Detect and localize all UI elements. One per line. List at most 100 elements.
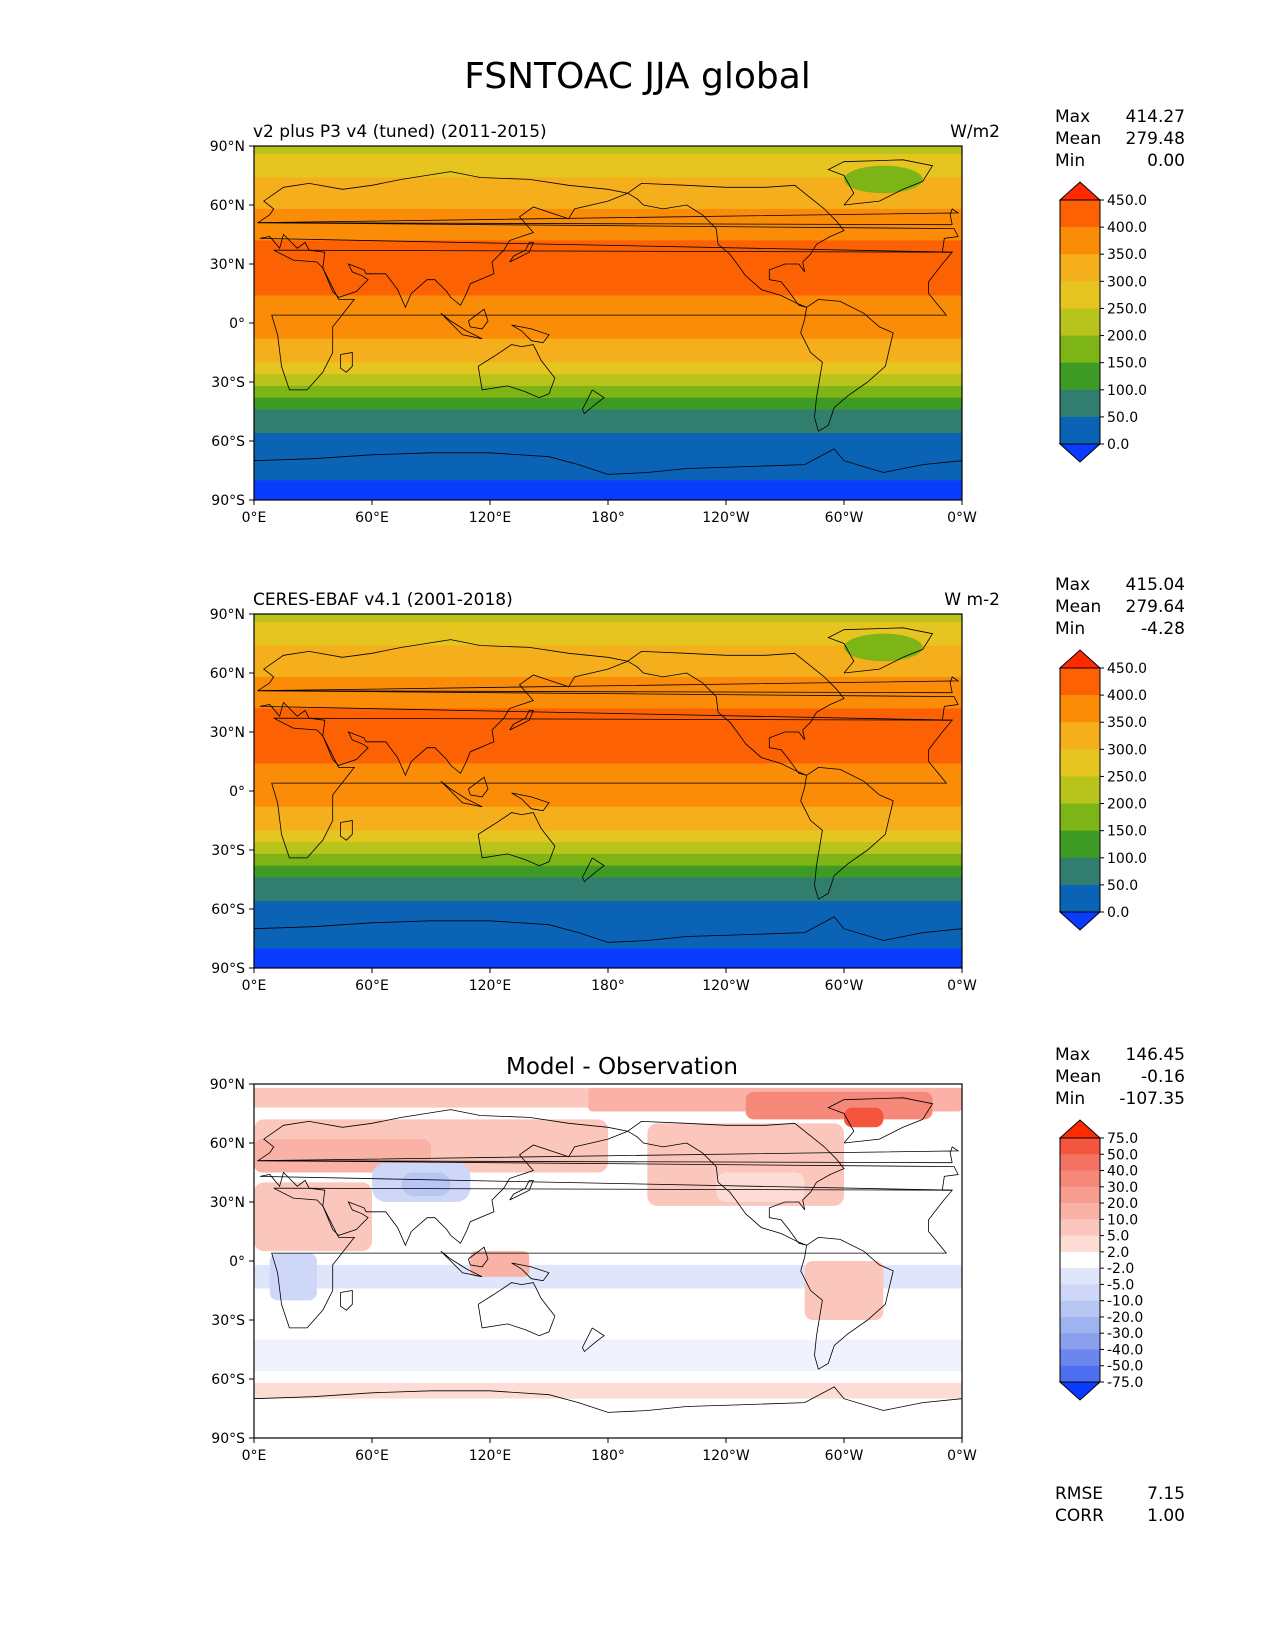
coastline (827, 1097, 934, 1144)
lat-band (254, 842, 962, 855)
colorbar-top-extend (1058, 649, 1102, 669)
lat-band (254, 621, 962, 635)
coastline (477, 344, 556, 399)
lat-band (254, 228, 962, 241)
colorbar-label: 50.0 (1107, 410, 1138, 426)
colorbar-label: -20.0 (1107, 1310, 1143, 1326)
diff-patch (470, 1251, 530, 1277)
lat-band (254, 153, 962, 167)
greenland-patch (844, 165, 923, 194)
lon-tick-label: 0°W (947, 510, 977, 526)
lat-tick-label: 60°S (211, 1372, 245, 1388)
coastline (257, 1146, 960, 1164)
panel-left-title: v2 plus P3 v4 (tuned) (2011-2015) (253, 122, 547, 142)
stat-label: Max (1055, 1045, 1091, 1065)
colorbar-box (1060, 749, 1100, 777)
map-plot: 90°N 60°N 30°N 0° 30°S 60°S 90°S0°E 60°E 120°E 18… (210, 1077, 977, 1464)
lon-tick-label: 120°E (469, 1448, 512, 1464)
lon-tick-label: 60°E (355, 510, 389, 526)
panel-units: W m-2 (944, 590, 1000, 610)
coastline (340, 1290, 353, 1311)
coastline (257, 676, 960, 694)
colorbar-label: -75.0 (1107, 1375, 1143, 1391)
lat-tick-label: 60°N (210, 666, 245, 682)
colorbar-label: -5.0 (1107, 1277, 1134, 1293)
colorbar-label: -10.0 (1107, 1294, 1143, 1310)
coastlines (253, 627, 963, 943)
axes: 90°N 60°N 30°N 0° 30°S 60°S 90°S0°E 60°E 120°E 18… (210, 607, 977, 994)
lat-tick-label: 0° (229, 1254, 245, 1270)
panel-difference: Model - Observation 90°N 60°N 30°N 0° 30°S 60… (0, 1045, 1275, 1526)
coastline (581, 389, 605, 415)
colorbar-label: 20.0 (1107, 1196, 1138, 1212)
lon-tick-label: 0°W (947, 978, 977, 994)
colorbar-label: 400.0 (1107, 688, 1147, 704)
lat-band (254, 889, 962, 902)
coastline (468, 308, 489, 330)
colorbar-label: 300.0 (1107, 274, 1147, 290)
stat-value: -4.28 (1141, 619, 1185, 639)
coastline (440, 312, 483, 340)
lat-tick-label: 90°N (210, 139, 245, 155)
colorbar-box (1060, 416, 1100, 445)
coastline (627, 182, 845, 308)
stat-label: Min (1055, 151, 1086, 171)
coastline (440, 780, 483, 808)
atlantic-patch (824, 712, 923, 752)
lat-band (254, 818, 962, 831)
diff-patch (716, 1172, 805, 1202)
contour-field (254, 1084, 962, 1438)
colorbar-bottom-extend (1058, 911, 1102, 931)
coastline (253, 916, 963, 943)
diff-patch (401, 1172, 451, 1197)
colorbar-box (1060, 668, 1100, 696)
stat-value: 279.48 (1125, 129, 1185, 149)
colorbar-box (1060, 884, 1100, 913)
lat-tick-label: 30°N (210, 257, 245, 273)
coastlines (253, 159, 963, 475)
lon-tick-label: 0°E (242, 978, 267, 994)
lat-tick-label: 0° (229, 784, 245, 800)
stats-block: Max 414.27 Mean 279.48 Min 0.00 (1055, 106, 1185, 172)
colorbar-box (1060, 1316, 1100, 1334)
colorbar-label: 75.0 (1107, 1131, 1138, 1147)
colorbar-label: 30.0 (1107, 1180, 1138, 1196)
colorbar-box (1060, 1251, 1100, 1269)
coastline (800, 1236, 894, 1370)
colorbar-label: -40.0 (1107, 1342, 1143, 1358)
lat-band (254, 421, 962, 434)
lon-tick-label: 120°E (469, 510, 512, 526)
colorbar-box (1060, 1300, 1100, 1318)
lon-tick-label: 0°W (947, 1448, 977, 1464)
colorbar-box (1060, 200, 1100, 228)
lon-tick-label: 60°W (825, 978, 864, 994)
coastline (509, 710, 534, 731)
panel-model: v2 plus P3 v4 (tuned) (2011-2015) W/m2 9… (0, 107, 1275, 562)
colorbar-top-extend (1058, 181, 1102, 201)
stat-value: -107.35 (1119, 1089, 1185, 1109)
colorbar: 450.0 400.0 350.0 300.0 250.0 200.0 150.0 100.0… (1058, 181, 1147, 463)
colorbar-label: 50.0 (1107, 878, 1138, 894)
lat-band (254, 397, 962, 411)
lon-tick-label: 180° (591, 1448, 625, 1464)
colorbar-label: 150.0 (1107, 824, 1147, 840)
stats-block: Max 415.04 Mean 279.64 Min -4.28 (1055, 574, 1185, 640)
lat-band (254, 806, 962, 820)
colorbar-box (1060, 830, 1100, 859)
lon-tick-label: 60°E (355, 1448, 389, 1464)
coastline (253, 448, 963, 475)
coastline (800, 766, 894, 900)
colorbar-bottom-extend (1058, 1381, 1102, 1401)
colorbar-box (1060, 803, 1100, 831)
colorbar: 450.0 400.0 350.0 300.0 250.0 200.0 150.0 100.0… (1058, 649, 1147, 931)
coastline (256, 639, 959, 777)
colorbar-label: 0.0 (1107, 437, 1129, 453)
lon-tick-label: 0°E (242, 1448, 267, 1464)
lat-tick-label: 60°S (211, 902, 245, 918)
panel-units: W/m2 (950, 122, 1000, 142)
axes: 90°N 60°N 30°N 0° 30°S 60°S 90°S0°E 60°E 120°E 18… (210, 1077, 977, 1464)
stat-value: 414.27 (1125, 107, 1185, 127)
lat-band (254, 295, 962, 312)
colorbar-label: 40.0 (1107, 1164, 1138, 1180)
colorbar-box (1060, 776, 1100, 804)
